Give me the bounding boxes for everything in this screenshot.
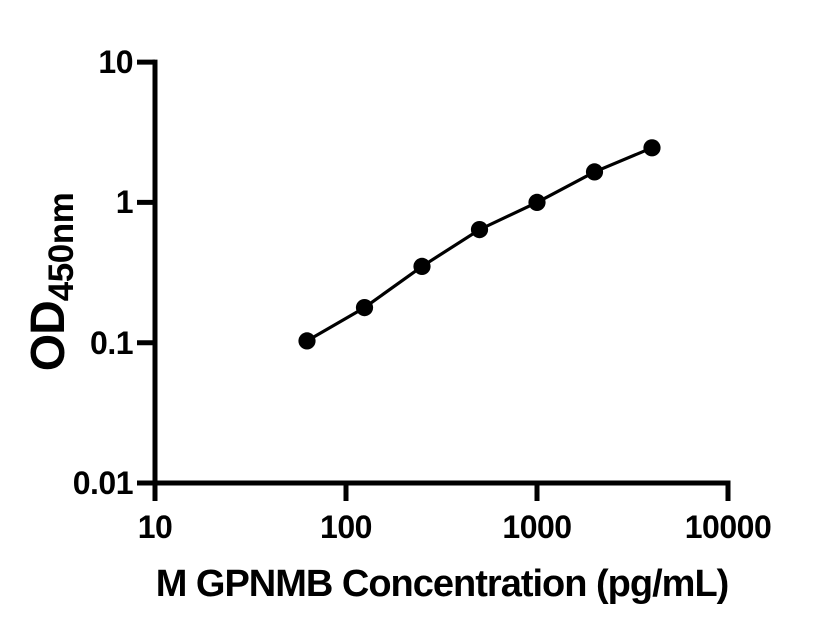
data-point-marker [528,193,546,211]
x-tick-label: 1000 [502,509,572,545]
y-tick-label: 1 [115,184,134,221]
x-tick-label: 10000 [684,509,772,545]
y-tick-label: 0.1 [90,324,133,361]
data-point-marker [355,299,374,317]
y-axis-title-main: OD [22,301,75,372]
x-axis-title: M GPNMB Concentration (pg/mL) [155,563,730,605]
y-axis-title: OD450nm [22,192,81,372]
y-tick-label: 0.01 [72,465,134,501]
data-point-marker [413,257,431,275]
x-tick-label: 100 [320,509,372,545]
y-axis-title-subscript: 450nm [42,192,81,302]
data-point-marker [643,139,661,157]
data-point-marker [298,332,316,350]
data-point-marker [470,221,489,239]
y-tick-label: 10 [98,44,133,81]
data-point-marker [585,163,604,181]
x-tick-label: 10 [137,509,173,545]
